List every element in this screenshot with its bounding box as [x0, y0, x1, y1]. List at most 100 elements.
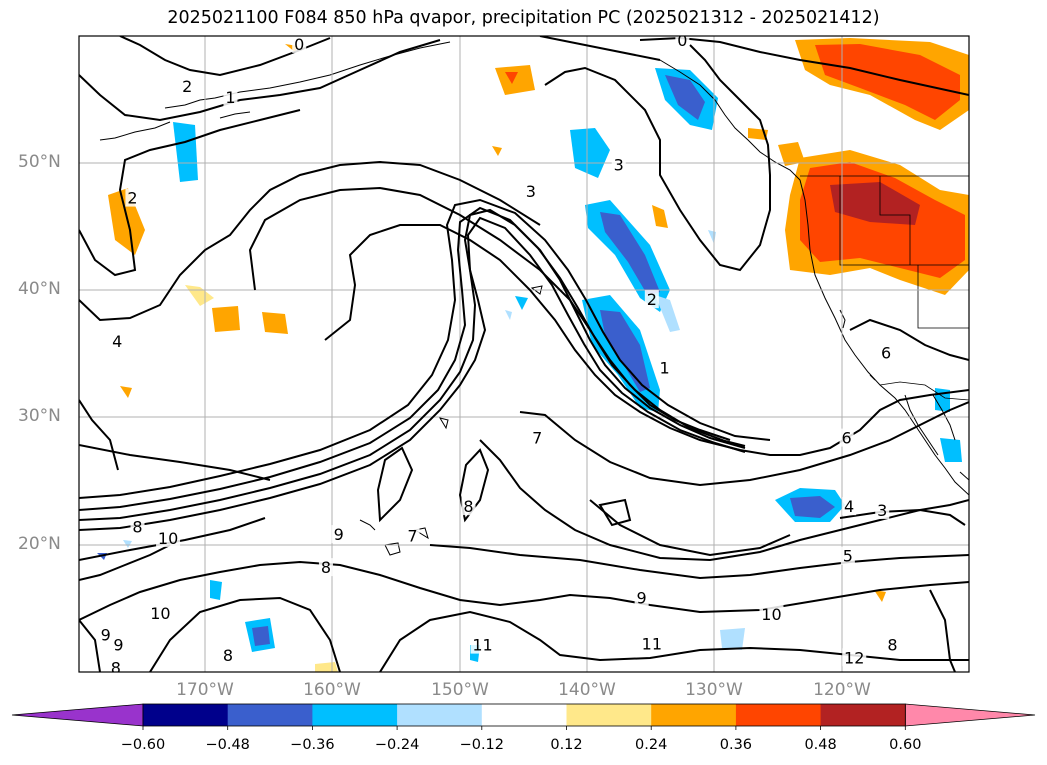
- precip-fill: [262, 312, 288, 334]
- colorbar-tick-label: 0.12: [550, 737, 583, 753]
- lon-tick-label: 140°W: [558, 680, 616, 700]
- contour-label: 2: [127, 189, 137, 208]
- contour-label: 8: [223, 646, 233, 665]
- contour-label: 10: [150, 604, 170, 623]
- colorbar: [11, 703, 1036, 730]
- lon-tick-label: 150°W: [431, 680, 489, 700]
- contour-label-bg: [220, 645, 235, 664]
- contour-label-bg: [318, 558, 333, 577]
- contour-label: 9: [637, 589, 647, 608]
- contour-line: [539, 36, 661, 61]
- coastline: [869, 374, 876, 381]
- contour-line: [79, 208, 746, 531]
- lat-tick-label: 20°N: [18, 534, 61, 554]
- contour-label-bg: [111, 635, 126, 654]
- precip-fill: [815, 44, 960, 120]
- contour-label-bg: [125, 188, 140, 207]
- contour-label-bg: [156, 528, 181, 547]
- contour-label-bg: [879, 343, 894, 362]
- precip-fill: [495, 65, 535, 95]
- contour-label-bg: [461, 497, 476, 516]
- precip-fill: [600, 310, 650, 392]
- chart-title: 2025021100 F084 850 hPa qvapor, precipit…: [167, 8, 880, 28]
- contour-label: 7: [407, 526, 417, 545]
- contour-line: [79, 399, 119, 471]
- colorbar-tick-label: 0.24: [635, 737, 668, 753]
- precip-fill: [173, 122, 198, 182]
- coastline: [99, 121, 171, 141]
- contour-label: 5: [843, 547, 853, 566]
- contour-label-bg: [405, 526, 420, 545]
- contour-label-bg: [523, 182, 538, 201]
- colorbar-extend-low: [11, 703, 144, 727]
- contour-line: [849, 318, 969, 361]
- colorbar-tick-label: −0.12: [459, 737, 505, 753]
- contour-label: 1: [659, 359, 669, 378]
- contour-label-bg: [223, 88, 238, 107]
- contour-label: 9: [101, 625, 111, 644]
- contour-label-bg: [130, 517, 145, 536]
- colorbar-segment: [312, 704, 398, 726]
- contour-label: 8: [887, 636, 897, 655]
- contour-label-bg: [639, 634, 664, 653]
- precip-fill: [665, 75, 705, 120]
- contour-line: [429, 544, 969, 580]
- contour-label: 2: [182, 77, 192, 96]
- contour-label: 11: [642, 634, 662, 653]
- precip-fill: [935, 388, 950, 412]
- colorbar-extend-high: [904, 703, 1036, 727]
- contour-label: 9: [334, 525, 344, 544]
- contour-label: 1: [225, 88, 235, 107]
- contour-line: [479, 439, 969, 562]
- precip-fill: [570, 128, 610, 178]
- contour-line: [544, 44, 771, 272]
- contour-label: 0: [294, 35, 304, 54]
- contour-line: [376, 446, 414, 523]
- colorbar-tick-label: 0.36: [719, 737, 753, 753]
- lon-tick-label: 170°W: [176, 680, 234, 700]
- contour-label-bg: [657, 358, 672, 377]
- precip-fill: [600, 212, 660, 296]
- contour-line: [79, 619, 101, 672]
- contour-line: [79, 109, 301, 277]
- contour-label: 3: [526, 182, 536, 201]
- contour-line: [839, 508, 966, 526]
- contour-line: [79, 444, 271, 481]
- colorbar-tick-label: 0.48: [804, 737, 837, 753]
- coastline: [384, 542, 401, 556]
- colorbar-tick-label: 0.60: [889, 737, 922, 753]
- contour-label: 7: [532, 429, 542, 448]
- contour-line: [324, 224, 969, 456]
- precip-fill: [652, 205, 668, 228]
- precip-fill: [720, 628, 745, 650]
- lon-tick-label: 120°W: [813, 680, 871, 700]
- colorbar-segment: [227, 704, 313, 726]
- precip-fill: [790, 496, 835, 518]
- contour-label-bg: [842, 497, 857, 516]
- contour-line: [79, 206, 746, 511]
- contour-label: 8: [463, 497, 473, 516]
- contour-label: 8: [111, 658, 121, 677]
- contour-line: [379, 610, 969, 672]
- contour-label: 8: [321, 558, 331, 577]
- lon-tick-label: 130°W: [685, 680, 743, 700]
- precip-fill: [492, 146, 502, 156]
- colorbar-tick-label: −0.36: [290, 737, 335, 753]
- contour-line: [458, 448, 490, 523]
- precip-fill: [252, 626, 270, 646]
- contour-line: [248, 186, 731, 441]
- precip-fill: [874, 590, 886, 602]
- precip-fill: [655, 295, 680, 332]
- precip-fill: [210, 580, 222, 600]
- colorbar-segment: [651, 704, 737, 726]
- colorbar-tick-label: −0.48: [205, 737, 250, 753]
- coastline: [959, 471, 969, 481]
- contour-label: 10: [158, 529, 178, 548]
- colorbar-tick-label: −0.60: [120, 737, 166, 753]
- border: [917, 265, 969, 329]
- contour-label-bg: [634, 588, 649, 607]
- lat-tick-label: 30°N: [18, 406, 61, 426]
- contour-label-bg: [611, 155, 626, 174]
- contour-label: 12: [844, 648, 864, 667]
- contour-label-bg: [470, 635, 495, 654]
